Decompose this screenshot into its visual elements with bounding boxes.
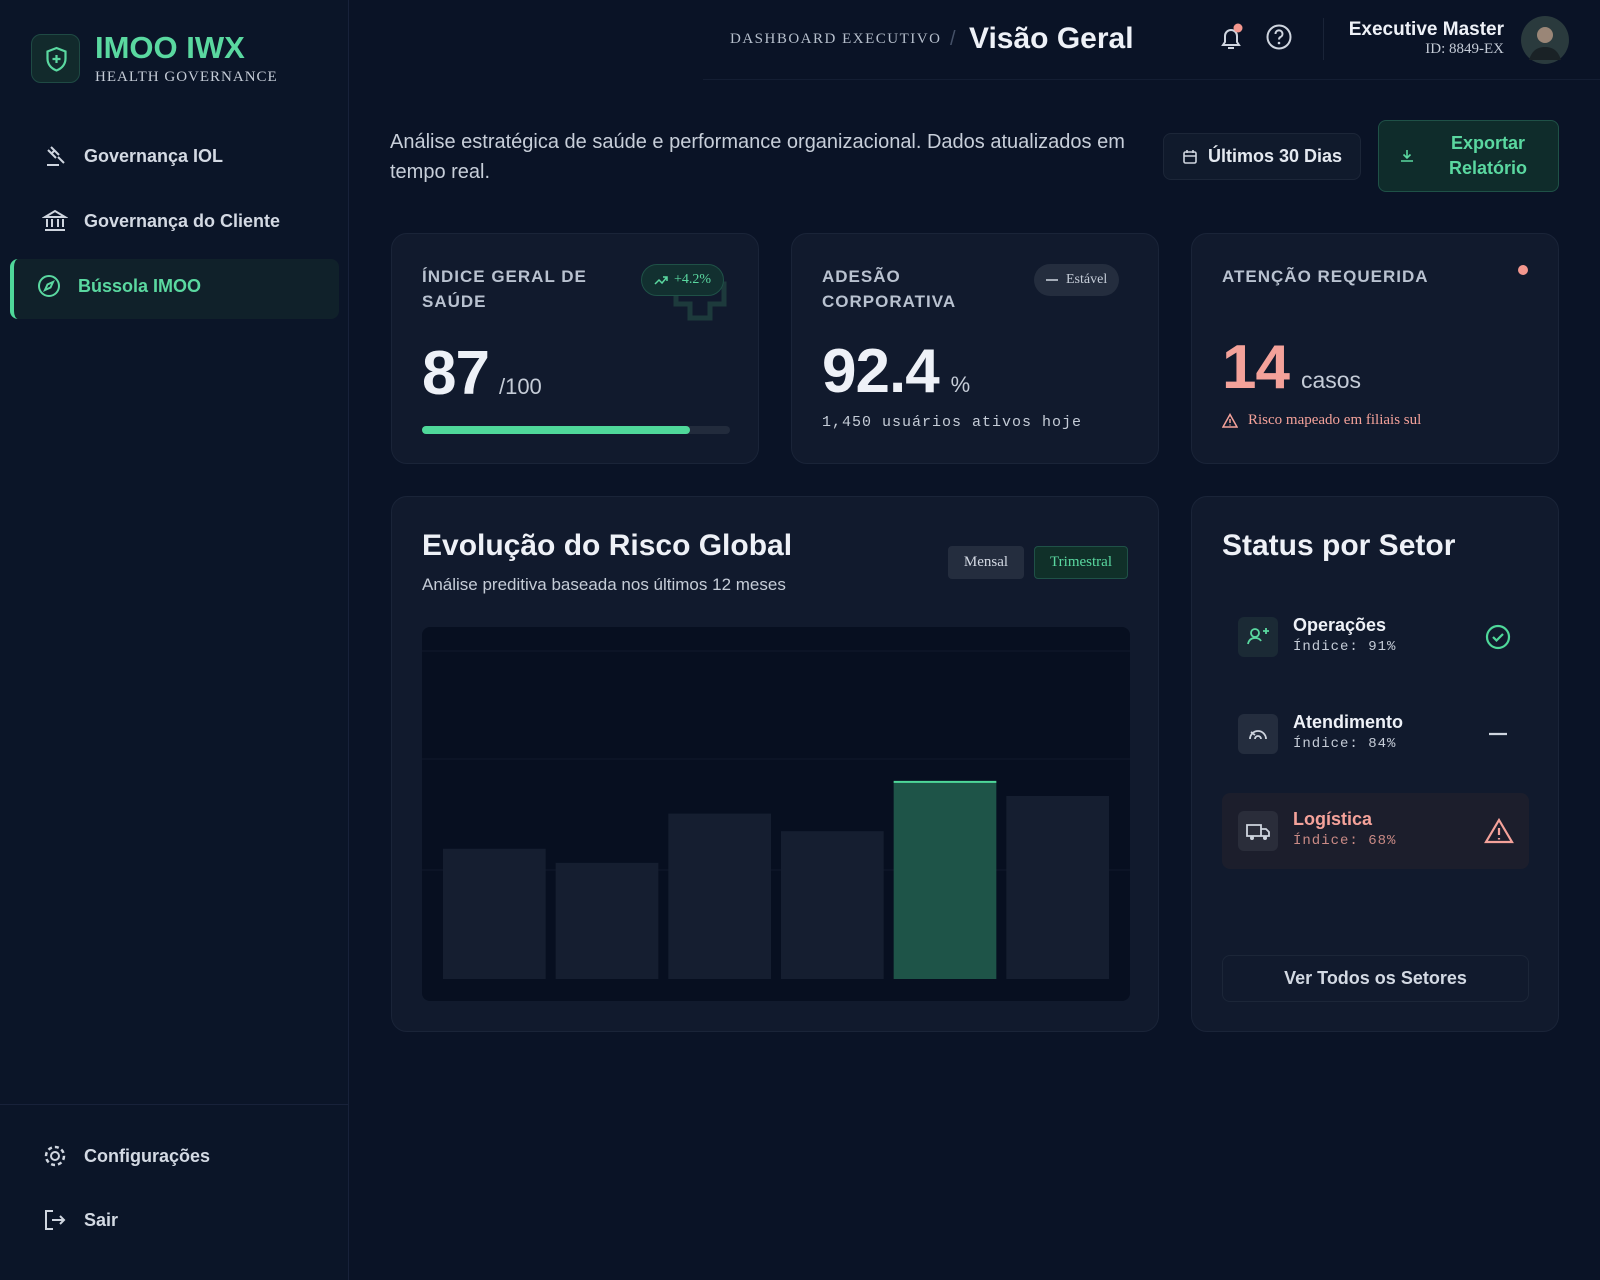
kpi-card: ATENÇÃO REQUERIDA 14 casos Risco mapeado …: [1191, 233, 1559, 464]
kpi-card: ÍNDICE GERAL DE SAÚDE +4.2% 87/100: [391, 233, 759, 464]
breadcrumb-sep: /: [950, 28, 956, 50]
page-title: Visão Geral: [969, 22, 1134, 55]
progress-track: [422, 426, 730, 434]
sector-icon: [1238, 617, 1278, 662]
note-text: Risco mapeado em filiais sul: [1248, 412, 1422, 428]
sidebar: IMOO IWX HEALTH GOVERNANCE Governança IO…: [0, 0, 349, 1280]
bar: [668, 813, 771, 979]
avatar[interactable]: [1521, 16, 1569, 64]
intro: Análise estratégica de saúde e performan…: [390, 131, 1125, 183]
bar: [781, 831, 884, 979]
nav-item[interactable]: Sair: [42, 1207, 118, 1233]
nav-item[interactable]: Governança do Cliente: [42, 208, 280, 234]
kpi-value: 14: [1222, 333, 1290, 402]
sector-icon: [1238, 714, 1278, 759]
export-button[interactable]: Exportar Relatório: [1378, 120, 1559, 192]
chart: [422, 627, 1130, 1001]
toggle-group: Mensal Trimestral: [947, 546, 1128, 579]
kpi-unit: %: [950, 372, 971, 397]
nav-active-bg: [10, 259, 339, 319]
help[interactable]: [1264, 22, 1294, 52]
kpi-value: 87: [422, 339, 490, 408]
nav-item[interactable]: Configurações: [42, 1143, 210, 1169]
progress-fill: [422, 426, 690, 434]
export-label: Exportar Relatório: [1448, 133, 1527, 178]
badge-text: +4.2%: [674, 272, 712, 287]
badge-text: Estável: [1066, 272, 1108, 287]
sector-index: Índice: 84%: [1293, 736, 1397, 752]
sector-index: Índice: 68%: [1293, 833, 1397, 849]
breadcrumb: DASHBOARD EXECUTIVO: [730, 31, 942, 47]
sector-card: Status por Setor Operações Índice: 91% Ate…: [1191, 496, 1559, 1032]
kpi-label: ATENÇÃO REQUERIDA: [1222, 267, 1429, 286]
toggle[interactable]: Trimestral: [1034, 546, 1128, 579]
divider: [1323, 18, 1324, 60]
sector-status: [1484, 720, 1512, 753]
view-all-button[interactable]: Ver Todos os Setores: [1222, 955, 1529, 1002]
sector-status: [1484, 623, 1512, 656]
kpi-card: ADESÃO CORPORATIVA Estável 92.4% 1,450 u…: [791, 233, 1159, 464]
bar: [893, 781, 997, 979]
nav-label: Configurações: [84, 1145, 211, 1166]
user-name: Executive Master: [1348, 19, 1504, 40]
chart-card: Evolução do Risco Global Análise prediti…: [391, 496, 1159, 1032]
chart-subtitle: Análise preditiva baseada nos últimos 12…: [422, 575, 786, 594]
kpi-label: ADESÃO CORPORATIVA: [822, 267, 957, 311]
sector-name: Atendimento: [1293, 712, 1403, 732]
nav-item[interactable]: Bússola IMOO: [36, 273, 201, 299]
kpi-badge: +4.2%: [641, 264, 725, 296]
sector-name: Operações: [1293, 615, 1387, 635]
nav-label: Governança IOL: [84, 145, 224, 166]
brand-name: IMOO IWX: [95, 30, 245, 65]
sector-name: Logística: [1293, 809, 1373, 829]
logo: [31, 34, 80, 83]
bar: [443, 848, 546, 979]
nav-label: Sair: [84, 1209, 119, 1230]
kpi-badge: Estável: [1034, 264, 1120, 296]
kpi-label: ÍNDICE GERAL DE SAÚDE: [422, 267, 587, 311]
range-button[interactable]: Últimos 30 Dias: [1163, 133, 1361, 180]
sector-icon: [1238, 811, 1278, 856]
nav-label: Governança do Cliente: [84, 210, 281, 231]
sector-row: Logística Índice: 68%: [1222, 793, 1529, 869]
sector-row: Atendimento Índice: 84%: [1222, 696, 1529, 772]
notifications[interactable]: [1215, 22, 1247, 54]
range-label: Últimos 30 Dias: [1207, 146, 1343, 166]
header-border: [703, 79, 1600, 80]
brand-tagline: HEALTH GOVERNANCE: [95, 69, 278, 85]
alert-dot: [1518, 265, 1528, 275]
kpi-unit: casos: [1300, 367, 1362, 393]
kpi-note: 1,450 usuários ativos hoje: [822, 414, 1083, 431]
nav-label: Bússola IMOO: [78, 275, 202, 296]
chart-title: Evolução do Risco Global: [422, 529, 793, 562]
divider: [0, 1104, 349, 1105]
kpi-note: Risco mapeado em filiais sul: [1222, 412, 1421, 429]
sector-index: Índice: 91%: [1293, 639, 1397, 655]
nav-item[interactable]: Governança IOL: [42, 143, 223, 169]
sector-status: [1484, 817, 1514, 850]
bar: [555, 862, 659, 979]
bar: [1006, 795, 1109, 979]
toggle[interactable]: Mensal: [947, 546, 1025, 579]
sector-title: Status por Setor: [1222, 529, 1456, 562]
user-id: ID: 8849-EX: [1425, 41, 1504, 57]
sector-row: Operações Índice: 91%: [1222, 599, 1529, 675]
kpi-value: 92.4: [822, 337, 940, 406]
kpi-unit: /100: [498, 374, 542, 399]
